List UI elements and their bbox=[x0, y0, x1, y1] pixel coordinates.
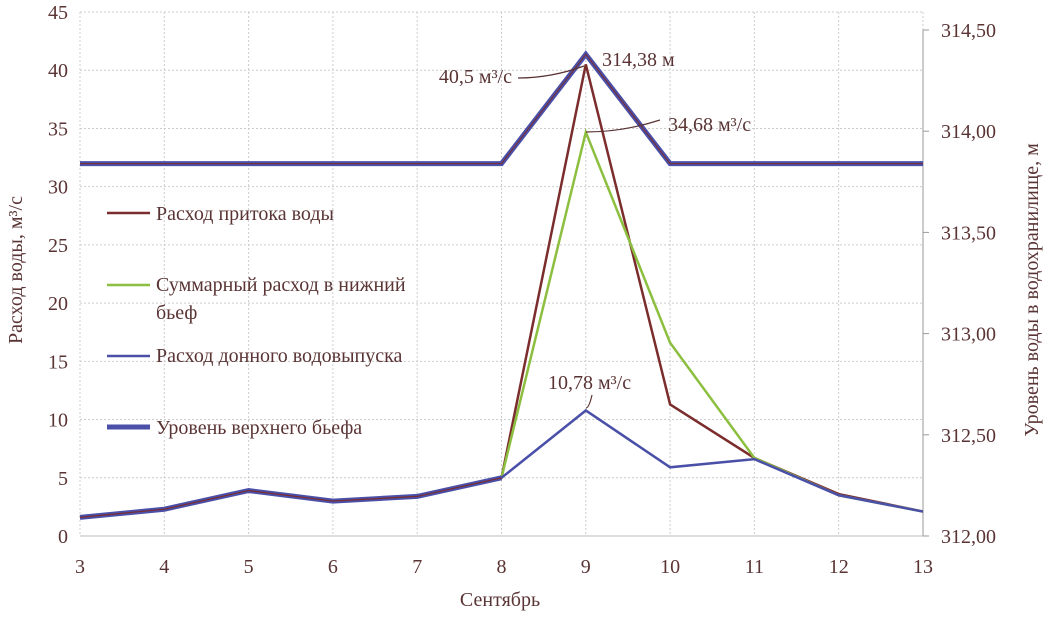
x-axis-label: Сентябрь bbox=[460, 589, 540, 611]
x-tick-label: 5 bbox=[244, 556, 254, 578]
annotation-label: 10,78 м³/с bbox=[548, 372, 631, 394]
x-tick-label: 9 bbox=[581, 556, 591, 578]
x-tick-label: 13 bbox=[913, 556, 933, 578]
y2-tick-label: 312,00 bbox=[941, 526, 996, 548]
y-axis-label: Расход воды, м³/с bbox=[5, 196, 27, 344]
legend-label: Уровень верхнего бьефа bbox=[156, 417, 362, 439]
series-line-level-core bbox=[80, 53, 923, 165]
y2-tick-label: 314,50 bbox=[941, 20, 996, 42]
y-tick-label: 45 bbox=[48, 2, 68, 24]
legend-label: Суммарный расход в нижний bbox=[156, 274, 406, 296]
annotation-leader bbox=[585, 119, 661, 133]
y-tick-label: 25 bbox=[48, 235, 68, 257]
annotation-label: 40,5 м³/с bbox=[439, 66, 512, 88]
series-line-overlap-core bbox=[79, 477, 502, 518]
y-tick-label: 10 bbox=[48, 410, 68, 432]
y-tick-label: 30 bbox=[48, 177, 68, 199]
y2-tick-label: 313,00 bbox=[941, 324, 996, 346]
y2-axis-label: Уровень воды в водохранилище, м bbox=[1021, 143, 1043, 437]
x-tick-label: 8 bbox=[497, 556, 507, 578]
legend-label: Расход донного водовыпуска bbox=[156, 345, 403, 367]
legend-label: Расход притока воды bbox=[156, 203, 334, 225]
annotation-leader bbox=[585, 394, 593, 409]
annotation-label: 34,68 м³/с bbox=[668, 114, 751, 136]
annotation-label: 314,38 м bbox=[602, 49, 675, 71]
y-tick-label: 35 bbox=[48, 118, 68, 140]
x-tick-label: 11 bbox=[745, 556, 764, 578]
annotation-leader bbox=[517, 65, 585, 79]
x-tick-label: 7 bbox=[412, 556, 422, 578]
y-tick-label: 5 bbox=[58, 468, 68, 490]
y-tick-label: 0 bbox=[58, 526, 68, 548]
legend-label: бьеф bbox=[156, 302, 197, 324]
y-tick-label: 20 bbox=[48, 293, 68, 315]
x-tick-label: 10 bbox=[660, 556, 680, 578]
y2-tick-label: 313,50 bbox=[941, 222, 996, 244]
y-tick-label: 40 bbox=[48, 60, 68, 82]
y-tick-label: 15 bbox=[48, 351, 68, 373]
y2-tick-label: 314,00 bbox=[941, 121, 996, 143]
x-tick-label: 12 bbox=[829, 556, 849, 578]
y2-tick-label: 312,50 bbox=[941, 425, 996, 447]
x-tick-label: 6 bbox=[328, 556, 338, 578]
x-tick-label: 3 bbox=[75, 556, 85, 578]
x-tick-label: 4 bbox=[159, 556, 169, 578]
